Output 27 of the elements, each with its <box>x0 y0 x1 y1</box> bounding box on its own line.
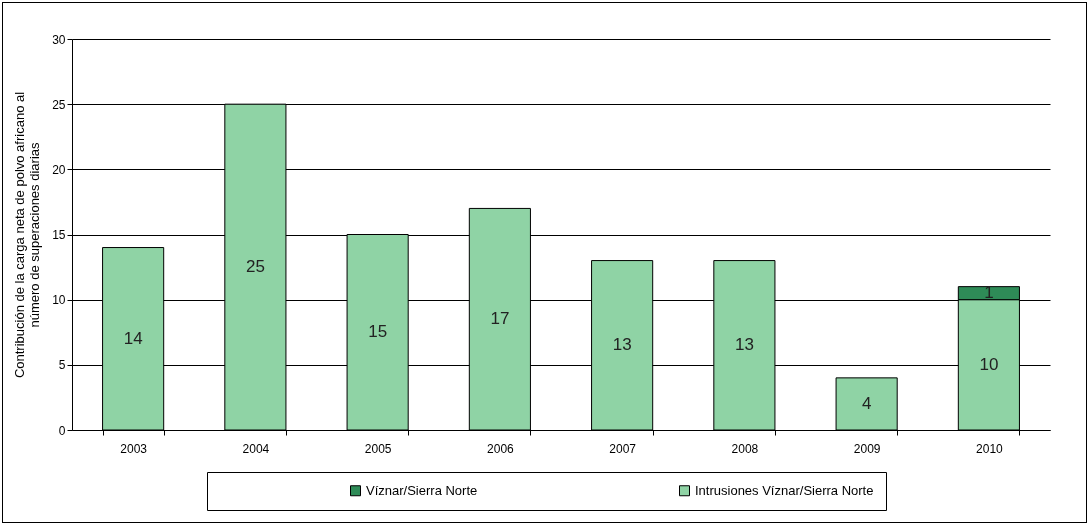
data-label: 25 <box>245 257 265 277</box>
y-tick-label: 15 <box>52 228 66 242</box>
legend-label: Víznar/Sierra Norte <box>366 482 478 498</box>
x-tick-label: 2007 <box>609 441 637 456</box>
y-tick-label: 10 <box>52 293 66 308</box>
y-axis-title: Contribución de la carga neta de polvo africano al número de superaciones diarias <box>12 91 43 379</box>
x-tick-label: 2010 <box>976 441 1004 456</box>
x-tick-label: 2004 <box>242 441 270 456</box>
y-tick-label: 0 <box>58 423 66 438</box>
y-tick-label: 5 <box>58 358 66 373</box>
y-tick-label: 30 <box>52 32 66 47</box>
x-tick-label: 2006 <box>487 441 515 456</box>
data-label: 13 <box>734 335 754 355</box>
x-tick-label: 2009 <box>853 441 881 456</box>
data-label: 1 <box>984 283 994 303</box>
data-label: 4 <box>861 393 872 413</box>
x-tick-label: 2005 <box>364 441 392 456</box>
x-tick-label: 2008 <box>731 441 759 456</box>
data-label: 17 <box>490 309 510 329</box>
data-label: 15 <box>368 322 388 342</box>
y-tick-label: 20 <box>52 162 66 177</box>
legend-label: Intrusiones Víznar/Sierra Norte <box>695 482 874 498</box>
y-tick-label: 25 <box>52 97 66 112</box>
x-tick-label: 2003 <box>120 441 148 456</box>
data-label: 14 <box>123 328 143 348</box>
data-label: 13 <box>612 335 632 355</box>
data-label: 10 <box>979 354 999 374</box>
